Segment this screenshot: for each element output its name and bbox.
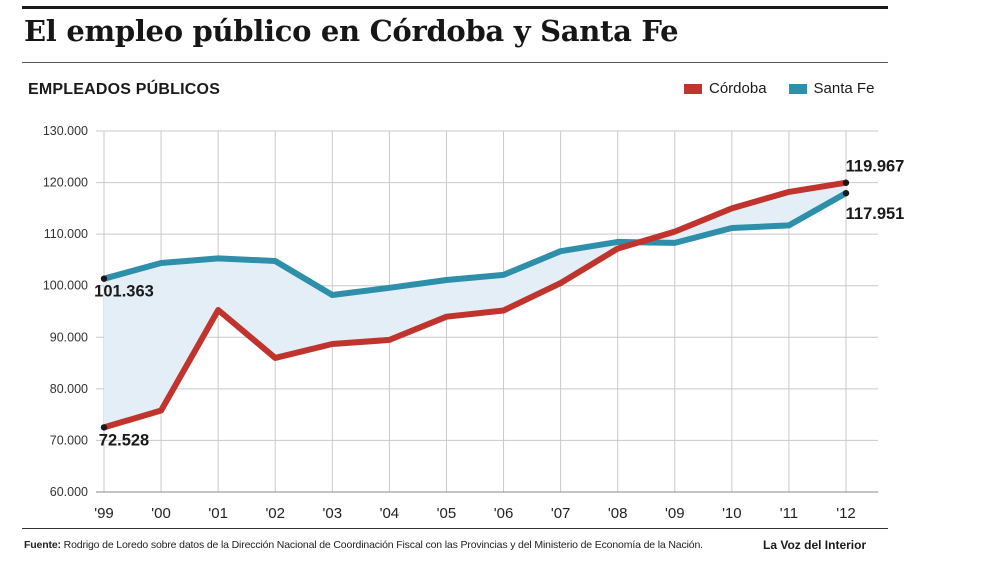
data-point-marker	[842, 179, 850, 186]
y-tick-label: 90.000	[50, 330, 88, 344]
x-tick-label: '00	[151, 505, 171, 522]
x-tick-label: '11	[780, 505, 798, 522]
x-tick-label: '05	[437, 505, 457, 522]
top-rule	[22, 6, 888, 9]
title-divider	[22, 62, 888, 63]
data-label: 119.967	[846, 158, 905, 176]
x-tick-label: '09	[665, 505, 685, 522]
source-key: Fuente:	[24, 539, 61, 551]
source-note: Fuente: Rodrigo de Loredo sobre datos de…	[24, 539, 703, 551]
x-tick-label: '07	[551, 505, 571, 522]
chart-title: El empleo público en Córdoba y Santa Fe	[24, 14, 679, 48]
publisher-credit: La Voz del Interior	[763, 538, 867, 552]
y-tick-label: 100.000	[43, 279, 88, 293]
x-tick-label: '99	[94, 505, 114, 522]
legend-label-santa-fe: Santa Fe	[813, 80, 875, 97]
y-tick-label: 70.000	[50, 433, 88, 447]
legend-item-santa-fe: Santa Fe	[788, 80, 875, 97]
x-tick-label: '12	[836, 505, 856, 522]
y-tick-label: 80.000	[50, 382, 88, 396]
y-tick-label: 60.000	[50, 485, 88, 499]
x-tick-label: '08	[608, 505, 628, 522]
legend-label-cordoba: Córdoba	[709, 80, 767, 97]
x-tick-label: '03	[323, 505, 343, 522]
x-tick-label: '04	[380, 505, 400, 522]
y-tick-label: 130.000	[43, 124, 88, 138]
data-point-marker	[100, 424, 108, 431]
data-label: 117.951	[846, 205, 905, 223]
x-tick-label: '01	[208, 505, 228, 522]
data-point-marker	[842, 189, 850, 197]
legend-item-cordoba: Córdoba	[684, 80, 767, 97]
series-line-cordoba	[101, 179, 849, 431]
data-point-marker	[100, 275, 108, 282]
legend-swatch-santa-fe	[788, 83, 807, 94]
data-label: 72.528	[99, 431, 149, 449]
series-line-santa-fe	[101, 190, 849, 298]
x-tick-label: '06	[494, 505, 514, 522]
line-chart: 60.000 70.000 80.000 90.000 100.000 110.000 12…	[43, 124, 905, 522]
y-tick-label: 120.000	[43, 176, 88, 190]
source-text: Rodrigo de Loredo sobre datos de la Dire…	[63, 539, 703, 551]
footer-rule	[22, 528, 888, 529]
x-tick-label: '10	[722, 505, 742, 522]
y-tick-label: 110.000	[44, 227, 88, 241]
legend-swatch-cordoba	[684, 83, 702, 94]
x-tick-label: '02	[265, 505, 285, 522]
data-label: 101.363	[94, 283, 154, 301]
section-label: EMPLEADOS PÚBLICOS	[28, 81, 221, 98]
legend: Córdoba Santa Fe	[684, 80, 896, 97]
area-between-series	[104, 182, 846, 428]
